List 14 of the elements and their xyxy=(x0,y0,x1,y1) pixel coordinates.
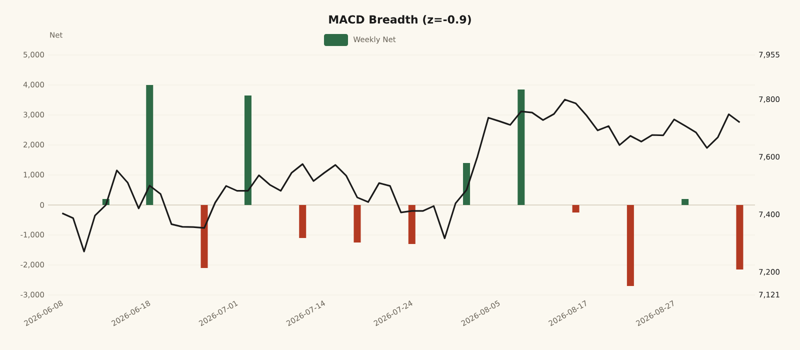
bar xyxy=(518,90,525,205)
bar xyxy=(408,205,416,244)
bar xyxy=(299,205,306,238)
bar xyxy=(354,205,361,242)
bar xyxy=(146,85,154,205)
bar xyxy=(682,199,689,205)
chart-title: MACD Breadth (z=-0.9) xyxy=(329,15,471,25)
bar xyxy=(736,205,744,270)
bar xyxy=(463,163,470,205)
bar xyxy=(572,205,580,212)
line-series xyxy=(61,98,741,252)
bar xyxy=(200,205,208,268)
bar xyxy=(244,96,252,205)
bar xyxy=(626,205,634,286)
